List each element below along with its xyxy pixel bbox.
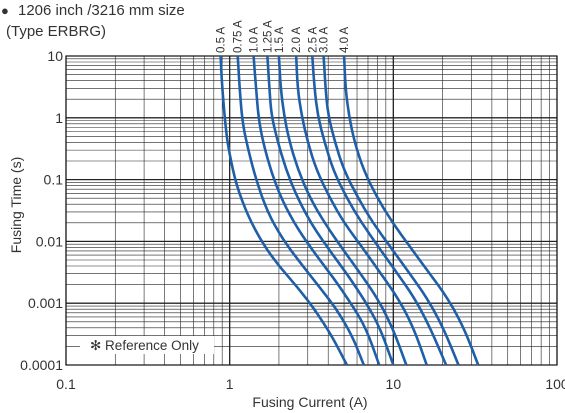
plot-border [65,55,558,366]
chart-subtitle: (Type ERBRG) [6,23,106,40]
series-label: 0.75 A [233,20,245,53]
series-label: 1.25 A [262,20,274,53]
chart-title: 1206 inch /3216 mm size [18,2,185,19]
series-label: 3.0 A [319,26,331,53]
series-line [311,55,448,366]
series-label: 2.5 A [307,26,319,53]
y-tick-label: 10 [47,48,63,64]
series-line [219,55,349,366]
series-labels: 0.5 A 0.75 A 1.0 A 1.25 A 1.5 A 2.0 A 2.5 A 3.0… [216,20,352,53]
title-bullet: ● [1,3,9,18]
series-label: 0.5 A [216,26,228,53]
series-group [219,55,480,366]
series-line [266,55,395,366]
plot-frame [65,55,558,366]
series-line [236,55,366,366]
y-tick-label: 0.1 [44,172,64,188]
x-tick-label: 1 [226,376,234,392]
series-line [294,55,428,366]
y-axis: 0.0001 0.001 0.01 0.1 1 10 [20,48,63,373]
reference-note: ✻ Reference Only [80,336,214,354]
y-tick-label: 0.001 [28,295,63,311]
x-axis-label: Fusing Current (A) [252,394,367,410]
y-tick-label: 0.01 [36,233,63,249]
x-axis: 0.1 1 10 100 [56,376,565,392]
reference-note-box [80,336,214,354]
y-axis-label: Fusing Time (s) [8,157,24,253]
series-label: 2.0 A [291,26,303,53]
series-label: 4.0 A [339,26,351,53]
series-line [322,55,460,366]
series-line [342,55,480,366]
series-line [277,55,408,366]
series-label: 1.0 A [249,26,261,53]
series-label: 1.5 A [274,26,286,53]
grid [65,55,558,366]
reference-note-text: ✻ Reference Only [90,338,199,353]
y-tick-label: 1 [55,110,63,126]
x-tick-label: 10 [386,376,402,392]
series-line [252,55,381,366]
x-tick-label: 0.1 [56,376,76,392]
y-tick-label: 0.0001 [20,357,63,373]
x-tick-label: 100 [545,376,565,392]
